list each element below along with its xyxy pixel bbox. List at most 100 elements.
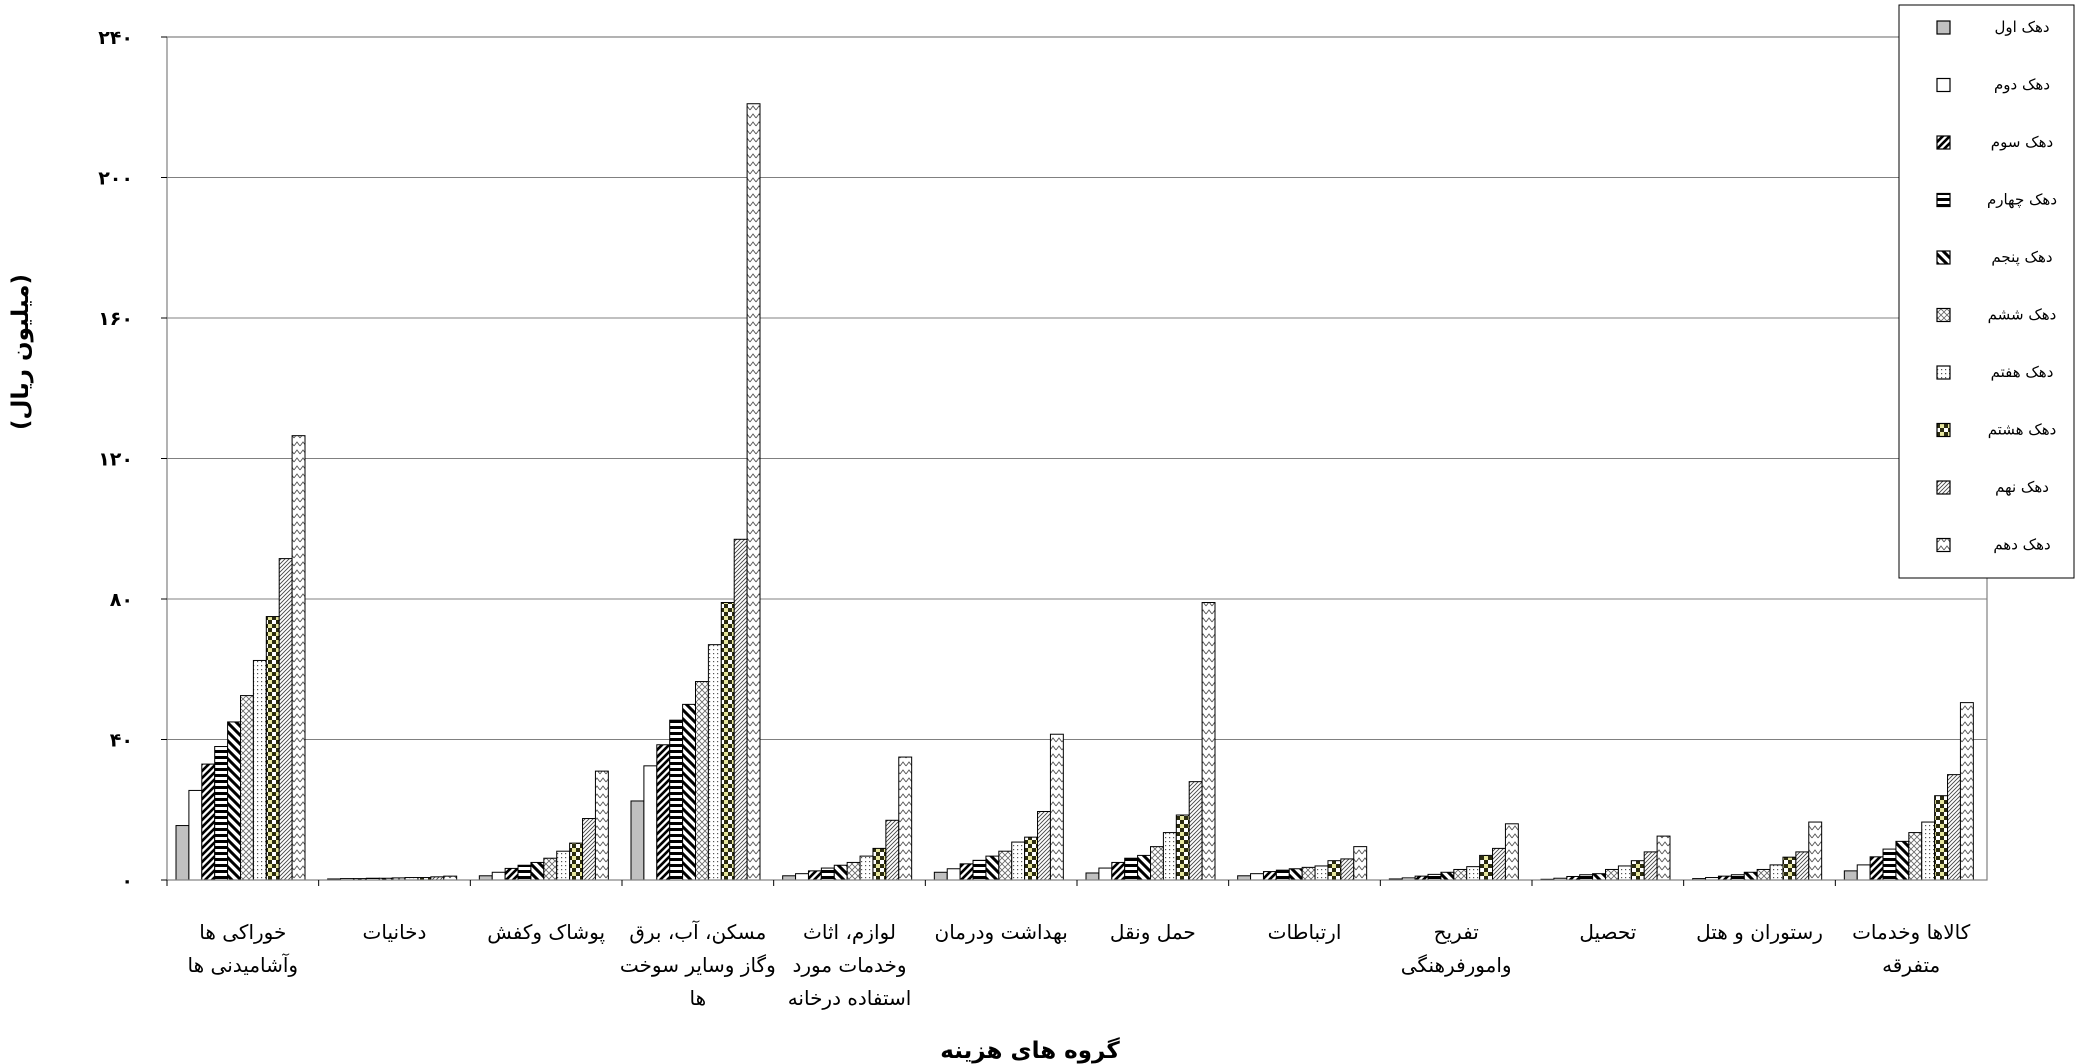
bar-8-4 xyxy=(720,602,735,881)
bar-10-6 xyxy=(1049,733,1064,881)
bar-6-5 xyxy=(846,861,861,881)
bar-5-1 xyxy=(227,721,242,881)
x-category-label: دخانیات xyxy=(363,920,427,944)
bar-7-3 xyxy=(556,850,571,881)
x-category-label: متفرقه xyxy=(1882,953,1940,977)
bar-9-11 xyxy=(1795,851,1810,881)
bar-3-8 xyxy=(1262,871,1277,881)
x-axis-title: گروه های هزینه xyxy=(940,1037,1120,1064)
y-ticks: ۰ ۴۰ ۸۰ ۱۲۰ ۱۶۰ ۲۰۰ ۲۴۰ xyxy=(98,27,167,892)
bar-1-3 xyxy=(478,875,493,881)
x-category-label: تفریح xyxy=(1434,920,1479,944)
x-category-label: رستوران و هتل xyxy=(1696,920,1823,944)
x-category-label: ها xyxy=(690,986,707,1010)
bar-9-3 xyxy=(582,818,596,881)
bar-3-4 xyxy=(656,744,671,881)
legend-swatch xyxy=(1936,537,1951,553)
bar-7-4 xyxy=(707,644,722,881)
bar-1-8 xyxy=(1237,875,1252,881)
bar-9-6 xyxy=(1037,811,1051,881)
y-tick-label: ۸۰ xyxy=(110,589,133,611)
bar-1-4 xyxy=(630,800,645,881)
bar-6-1 xyxy=(240,695,254,881)
legend-swatch xyxy=(1936,422,1951,438)
legend-label: دهک چهارم xyxy=(1987,191,2057,209)
bar-5-10 xyxy=(1592,873,1606,881)
bar-4-11 xyxy=(1730,874,1745,881)
legend-box xyxy=(1898,4,2075,579)
x-category-label: پوشاک وکفش xyxy=(487,920,605,945)
legend-label: دهک پنجم xyxy=(1991,248,2052,267)
bar-9-10 xyxy=(1643,851,1658,881)
bar-6-9 xyxy=(1453,868,1468,881)
bar-7-10 xyxy=(1617,865,1632,881)
bar-2-3 xyxy=(491,871,506,881)
bar-2-4 xyxy=(643,765,658,881)
y-tick-label: ۱۶۰ xyxy=(98,308,133,330)
bar-5-9 xyxy=(1440,871,1455,881)
bar-9-8 xyxy=(1340,858,1355,881)
legend-swatch xyxy=(1936,307,1951,323)
bar-4-1 xyxy=(214,746,229,881)
y-tick-label: ۴۰ xyxy=(110,730,133,752)
bar-10-1 xyxy=(291,435,306,881)
bar-4-3 xyxy=(517,864,532,881)
x-category-label: حمل ونقل xyxy=(1110,920,1196,944)
bar-5-4 xyxy=(682,703,696,881)
bar-10-4 xyxy=(746,103,761,881)
bar-7-8 xyxy=(1314,865,1329,881)
bar-4-12 xyxy=(1882,848,1897,881)
bar-10-10 xyxy=(1656,835,1671,881)
bar-6-10 xyxy=(1605,868,1619,881)
bar-1-12 xyxy=(1843,870,1858,881)
bar-10-12 xyxy=(1959,702,1974,881)
bar-6-6 xyxy=(998,850,1013,881)
x-category-label: استفاده درخانه xyxy=(788,986,912,1010)
x-category-label: وامورفرهنگی xyxy=(1401,953,1512,977)
legend-label: دهک نهم xyxy=(1995,478,2049,496)
bar-9-4 xyxy=(733,538,748,881)
bar-3-6 xyxy=(959,863,974,881)
x-category-label: تحصیل xyxy=(1579,920,1636,944)
x-category-label: خوراکی ها xyxy=(199,920,286,944)
y-axis-title: (میلیون ریال) xyxy=(8,274,34,430)
legend-swatch xyxy=(1936,20,1951,35)
x-category-labels: خوراکی ها وآشامیدنی ها دخانیات پوشاک وکفش مس… xyxy=(166,880,1971,1010)
x-category-label: وآشامیدنی ها xyxy=(188,952,299,977)
bar-8-11 xyxy=(1782,856,1797,881)
bar-10-8 xyxy=(1353,846,1368,881)
y-tick-label: ۰ xyxy=(121,870,133,892)
bar-8-3 xyxy=(569,842,584,881)
x-category-label: لوازم، اثاث xyxy=(803,920,896,944)
bar-8-6 xyxy=(1024,836,1039,881)
bar-7-5 xyxy=(859,855,874,881)
bar-3-1 xyxy=(201,763,216,881)
legend-label: دهک دوم xyxy=(1994,76,2050,94)
bar-6-3 xyxy=(543,857,558,881)
legend-swatch xyxy=(1936,365,1951,380)
x-category-label: ارتباطات xyxy=(1268,920,1342,944)
bar-10-11 xyxy=(1808,821,1823,881)
bar-8-7 xyxy=(1175,814,1190,881)
bar-5-7 xyxy=(1137,854,1151,881)
legend-label: دهک سوم xyxy=(1991,133,2053,151)
bar-6-11 xyxy=(1756,868,1771,881)
legend-label: دهک هشتم xyxy=(1988,421,2057,439)
bar-2-12 xyxy=(1856,864,1871,881)
x-category-label: وگاز وسایر سوخت xyxy=(620,953,776,977)
bar-8-9 xyxy=(1479,854,1494,881)
legend-swatch xyxy=(1936,77,1951,93)
bar-1-5 xyxy=(782,875,797,881)
bar-2-5 xyxy=(795,873,809,881)
bar-8-8 xyxy=(1327,860,1342,881)
bar-4-6 xyxy=(972,859,987,881)
x-category-label: مسکن، آب، برق xyxy=(629,919,766,944)
bar-8-10 xyxy=(1630,860,1645,881)
bar-4-5 xyxy=(820,867,835,881)
bar-4-9 xyxy=(1427,873,1442,881)
bar-2-8 xyxy=(1250,873,1264,881)
bar-8-5 xyxy=(872,847,887,881)
bar-4-7 xyxy=(1124,857,1139,881)
y-tick-label: ۱۲۰ xyxy=(98,449,133,471)
